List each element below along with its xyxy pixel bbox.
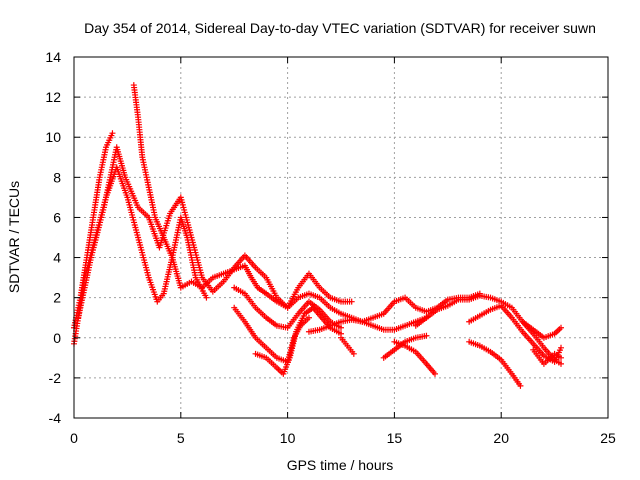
data-point (109, 130, 116, 137)
series-arc-16 (530, 346, 565, 367)
chart-title: Day 354 of 2014, Sidereal Day-to-day VTE… (84, 20, 596, 36)
data-point (423, 332, 430, 339)
series-arc-8 (305, 314, 430, 335)
x-tick-label: 15 (387, 430, 403, 446)
data-point (305, 314, 312, 321)
data-point (517, 382, 524, 389)
y-tick-label: -4 (49, 410, 62, 426)
series-arc-6 (231, 284, 344, 331)
x-tick-label: 0 (70, 430, 78, 446)
data-point (338, 324, 344, 331)
series-arc-9 (338, 334, 357, 357)
series-arc-15 (519, 318, 565, 341)
x-tick-label: 10 (280, 430, 296, 446)
x-axis-label: GPS time / hours (287, 457, 394, 473)
y-tick-label: 6 (53, 209, 61, 225)
y-tick-label: 14 (45, 49, 61, 65)
series-arc-5 (231, 304, 312, 365)
y-tick-label: 10 (45, 129, 61, 145)
data-point (558, 324, 565, 331)
x-tick-label: 20 (493, 430, 509, 446)
data-point (350, 350, 357, 357)
y-tick-label: 12 (45, 89, 61, 105)
x-tick-label: 5 (177, 430, 185, 446)
x-tick-label: 25 (600, 430, 616, 446)
data-point (558, 354, 565, 361)
axis-ticks: 0 5 10 15 20 25 -4 -2 0 2 4 6 8 10 12 14 (45, 49, 616, 446)
data-markers (71, 82, 565, 389)
y-axis-label: SDTVAR / TECUs (6, 181, 22, 293)
y-tick-label: 0 (53, 330, 61, 346)
series-arc-14 (466, 338, 524, 389)
y-tick-label: 4 (53, 250, 61, 266)
data-point (203, 294, 210, 301)
plot-frame (73, 56, 609, 419)
y-tick-label: 2 (53, 290, 61, 306)
series-arc-1 (71, 130, 116, 331)
y-tick-label: 8 (53, 169, 61, 185)
data-point (431, 370, 438, 377)
grid-lines (74, 57, 608, 418)
series-arc-4 (130, 82, 483, 325)
data-point (348, 298, 355, 305)
data-point (558, 344, 565, 351)
y-tick-label: -2 (49, 370, 62, 386)
data-point (558, 360, 565, 367)
series-arc-7 (252, 304, 344, 377)
series-arc-11 (391, 338, 438, 377)
